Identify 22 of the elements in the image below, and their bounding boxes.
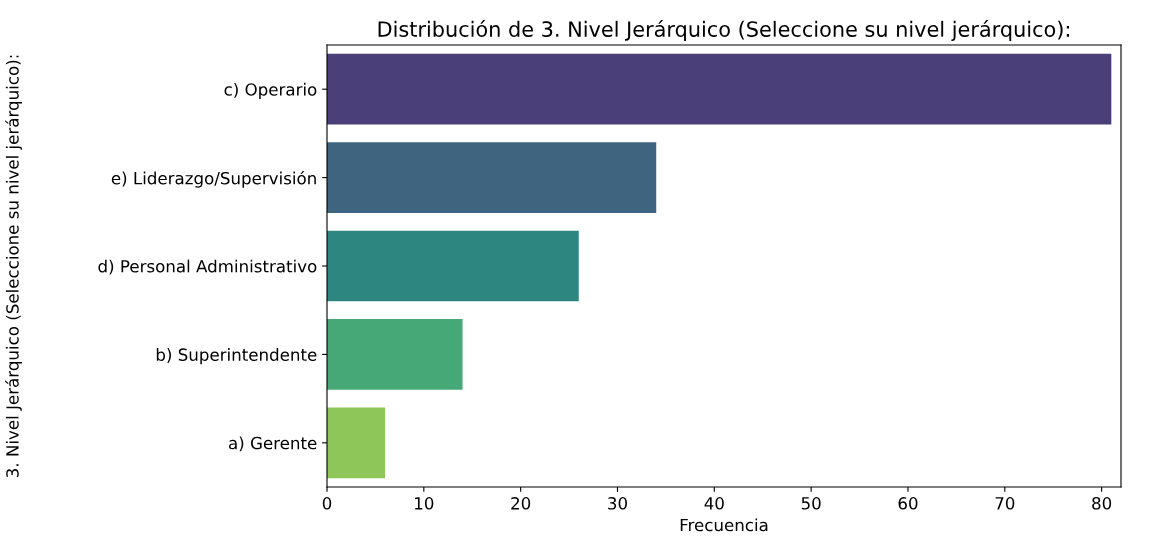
bar: [327, 407, 386, 479]
x-tick-label: 80: [1092, 497, 1112, 510]
y-tick-label: e) Liderazgo/Supervisión: [111, 170, 316, 188]
bar: [327, 53, 1112, 125]
x-tick-label: 20: [511, 497, 531, 510]
x-tick-label: 40: [704, 497, 724, 510]
x-axis-title: Frecuencia: [680, 518, 768, 532]
chart-title: Distribución de 3. Nivel Jerárquico (Seleccione su nivel jerárquico):: [378, 20, 1069, 41]
x-tick-label: 10: [415, 497, 434, 510]
x-tick-label: 50: [801, 497, 821, 510]
x-tick-label: 0: [322, 497, 332, 510]
y-axis-title: 3. Nivel Jerárquico (Seleccione su nivel jerárquico):: [5, 55, 22, 478]
x-tick-label: 70: [995, 497, 1015, 510]
x-tick-label: 30: [608, 497, 627, 510]
bar: [327, 230, 579, 302]
y-tick-label: b) Superintendente: [156, 348, 317, 365]
bar: [327, 319, 463, 390]
y-tick-label: a) Gerente: [229, 436, 317, 452]
bar: [327, 142, 657, 213]
y-tick-label: c) Operario: [224, 82, 317, 99]
x-tick-label: 60: [898, 497, 918, 510]
y-tick-label: d) Personal Administrativo: [98, 259, 317, 275]
